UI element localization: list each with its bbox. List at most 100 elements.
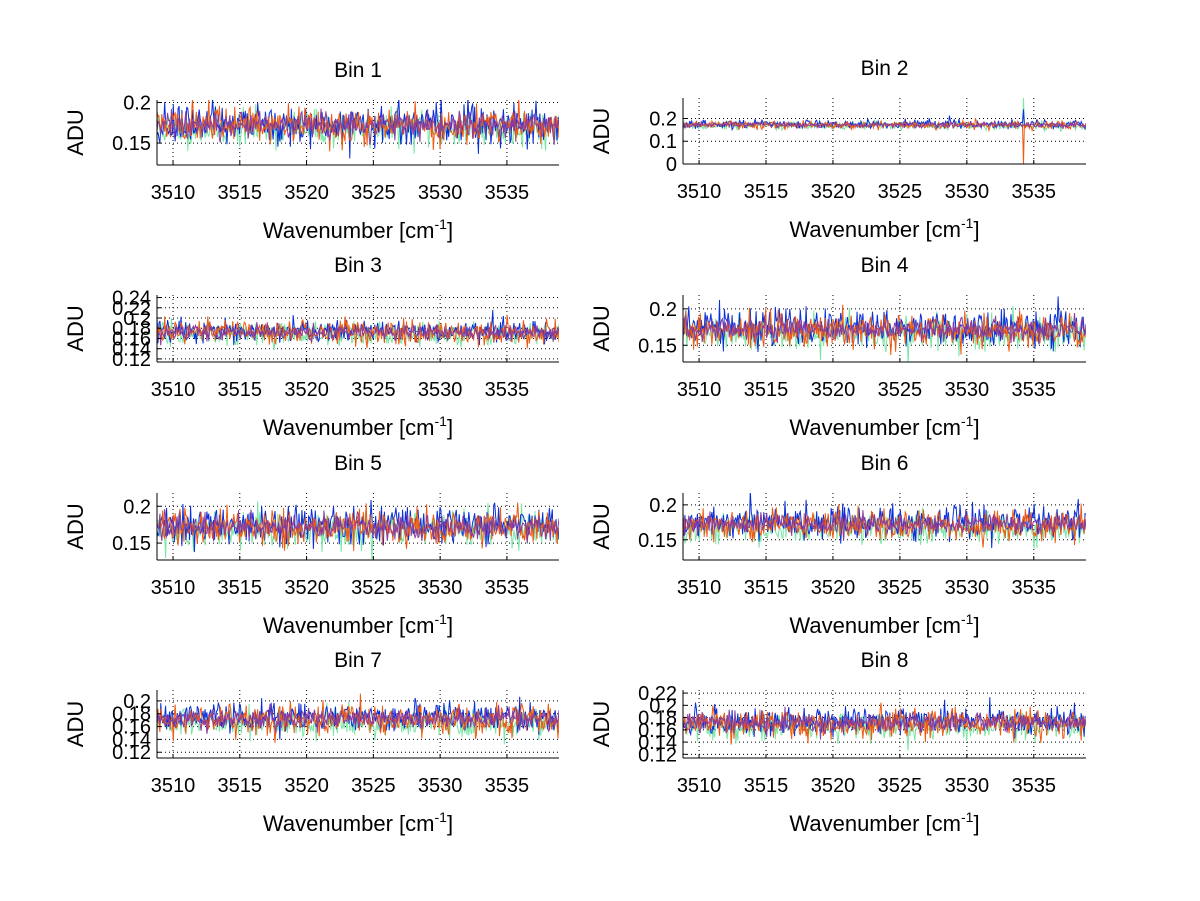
data-line-series-4 [157, 108, 559, 145]
y-tick-label: 0.16 [638, 720, 677, 742]
x-axis-label-main: Wavenumber [cm [789, 811, 961, 836]
y-axis-label: ADU [589, 701, 614, 747]
y-tick-label: 0 [666, 154, 677, 176]
y-axis-label: ADU [589, 503, 614, 549]
subplot-title: Bin 3 [334, 254, 382, 277]
x-axis-label-main: Wavenumber [cm [789, 613, 961, 638]
x-tick-label: 3535 [1012, 181, 1057, 203]
x-axis-label-superscript: -1 [961, 611, 974, 627]
x-axis-label-superscript: -1 [435, 809, 448, 825]
x-tick-label: 3530 [418, 577, 463, 599]
data-line-series-3 [683, 503, 1086, 548]
subplot-bin-7: 3510 3515 3520 3525 3530 3535 0.120.140.160.18… [63, 649, 559, 836]
x-tick-label: 3525 [351, 379, 396, 401]
x-tick-label: 3510 [677, 577, 722, 599]
x-tick-label: 3525 [878, 577, 923, 599]
subplot-title: Bin 2 [861, 57, 909, 80]
x-axis-label: Wavenumber [cm-1] [263, 413, 453, 440]
x-axis-label: Wavenumber [cm-1] [789, 809, 979, 836]
axes-background [683, 98, 1086, 164]
data-line-series-4 [683, 120, 1086, 130]
x-tick-label: 3520 [811, 775, 856, 797]
x-tick-label: 3515 [218, 182, 263, 204]
x-tick-label: 3515 [218, 775, 263, 797]
subplot-bin-3: 3510 3515 3520 3525 3530 3535 0.120.140.160.18… [63, 254, 559, 440]
x-axis-label-end: ] [973, 811, 979, 836]
x-tick-label: 3525 [878, 775, 923, 797]
x-axis-label: Wavenumber [cm-1] [263, 216, 453, 243]
x-tick-label: 3535 [485, 775, 530, 797]
y-tick-label: 0.2 [123, 691, 151, 713]
x-axis-label-superscript: -1 [435, 413, 448, 429]
x-axis-label-main: Wavenumber [cm [263, 218, 435, 243]
subplot-title: Bin 1 [334, 59, 382, 82]
x-tick-label: 3525 [351, 577, 396, 599]
x-axis-label: Wavenumber [cm-1] [263, 809, 453, 836]
subplot-title: Bin 8 [861, 649, 909, 672]
x-tick-label: 3520 [284, 775, 329, 797]
x-axis-label-superscript: -1 [961, 413, 974, 429]
y-tick-label: 0.16 [112, 717, 151, 739]
y-axis-label: ADU [589, 305, 614, 351]
x-tick-label: 3520 [811, 577, 856, 599]
y-tick-label: 0.2 [123, 496, 151, 518]
x-tick-label: 3520 [284, 379, 329, 401]
y-tick-label: 0.15 [112, 533, 151, 555]
y-tick-label: 0.12 [112, 742, 151, 764]
data-line-series-4 [157, 703, 559, 734]
x-tick-label: 3530 [418, 182, 463, 204]
x-axis-label-main: Wavenumber [cm [263, 415, 435, 440]
y-tick-label: 0.12 [638, 744, 677, 766]
x-tick-label: 3520 [284, 577, 329, 599]
x-tick-label: 3520 [811, 379, 856, 401]
x-tick-label: 3510 [677, 775, 722, 797]
subplot-bin-4: 3510 3515 3520 3525 3530 3535 0.15 0.2 Bin 4 Wave… [589, 254, 1086, 440]
x-tick-label: 3530 [945, 775, 990, 797]
subplot-title: Bin 6 [861, 452, 909, 475]
series-group [683, 98, 1086, 164]
subplot-bin-8: 3510 3515 3520 3525 3530 3535 0.120.140.160.18… [589, 649, 1086, 836]
x-tick-label: 3535 [485, 577, 530, 599]
x-tick-label: 3535 [485, 182, 530, 204]
y-tick-label: 0.2 [123, 92, 151, 114]
subplot-bin-2: 3510 3515 3520 3525 3530 3535 00.10.2 Bin 2 Wave… [589, 57, 1086, 242]
x-tick-label: 3515 [744, 379, 789, 401]
y-tick-label: 0.12 [112, 349, 151, 371]
x-tick-label: 3515 [218, 577, 263, 599]
x-axis-label: Wavenumber [cm-1] [789, 413, 979, 440]
y-tick-label: 0.15 [638, 335, 677, 357]
y-tick-label: 0.22 [638, 683, 677, 705]
x-tick-label: 3520 [811, 181, 856, 203]
y-tick-label: 0.24 [112, 288, 151, 310]
y-axis-label: ADU [63, 701, 88, 747]
x-tick-label: 3515 [744, 775, 789, 797]
series-group [683, 697, 1086, 751]
x-tick-label: 3515 [218, 379, 263, 401]
y-tick-label: 0.2 [649, 108, 677, 130]
x-tick-label: 3535 [485, 379, 530, 401]
y-tick-label: 0.2 [649, 495, 677, 517]
grid [683, 690, 1086, 758]
x-axis-label-main: Wavenumber [cm [263, 811, 435, 836]
data-line-series-3 [683, 304, 1086, 356]
y-tick-label: 0.2 [649, 299, 677, 321]
x-axis-label-main: Wavenumber [cm [789, 217, 961, 242]
subplot-title: Bin 5 [334, 452, 382, 475]
x-tick-label: 3510 [151, 577, 196, 599]
y-tick-label: 0.1 [649, 131, 677, 153]
x-axis-label: Wavenumber [cm-1] [789, 611, 979, 638]
y-tick-label: 0.2 [649, 695, 677, 717]
data-line-series-4 [683, 312, 1086, 344]
x-tick-label: 3525 [878, 379, 923, 401]
y-tick-label: 0.15 [638, 530, 677, 552]
x-tick-label: 3535 [1012, 775, 1057, 797]
series-group [157, 499, 559, 560]
x-tick-label: 3510 [151, 182, 196, 204]
grid [157, 493, 559, 560]
x-tick-label: 3510 [677, 181, 722, 203]
y-tick-label: 0.14 [112, 729, 151, 751]
y-tick-label: 0.18 [638, 708, 677, 730]
x-tick-label: 3535 [1012, 379, 1057, 401]
x-axis-label-end: ] [447, 218, 453, 243]
